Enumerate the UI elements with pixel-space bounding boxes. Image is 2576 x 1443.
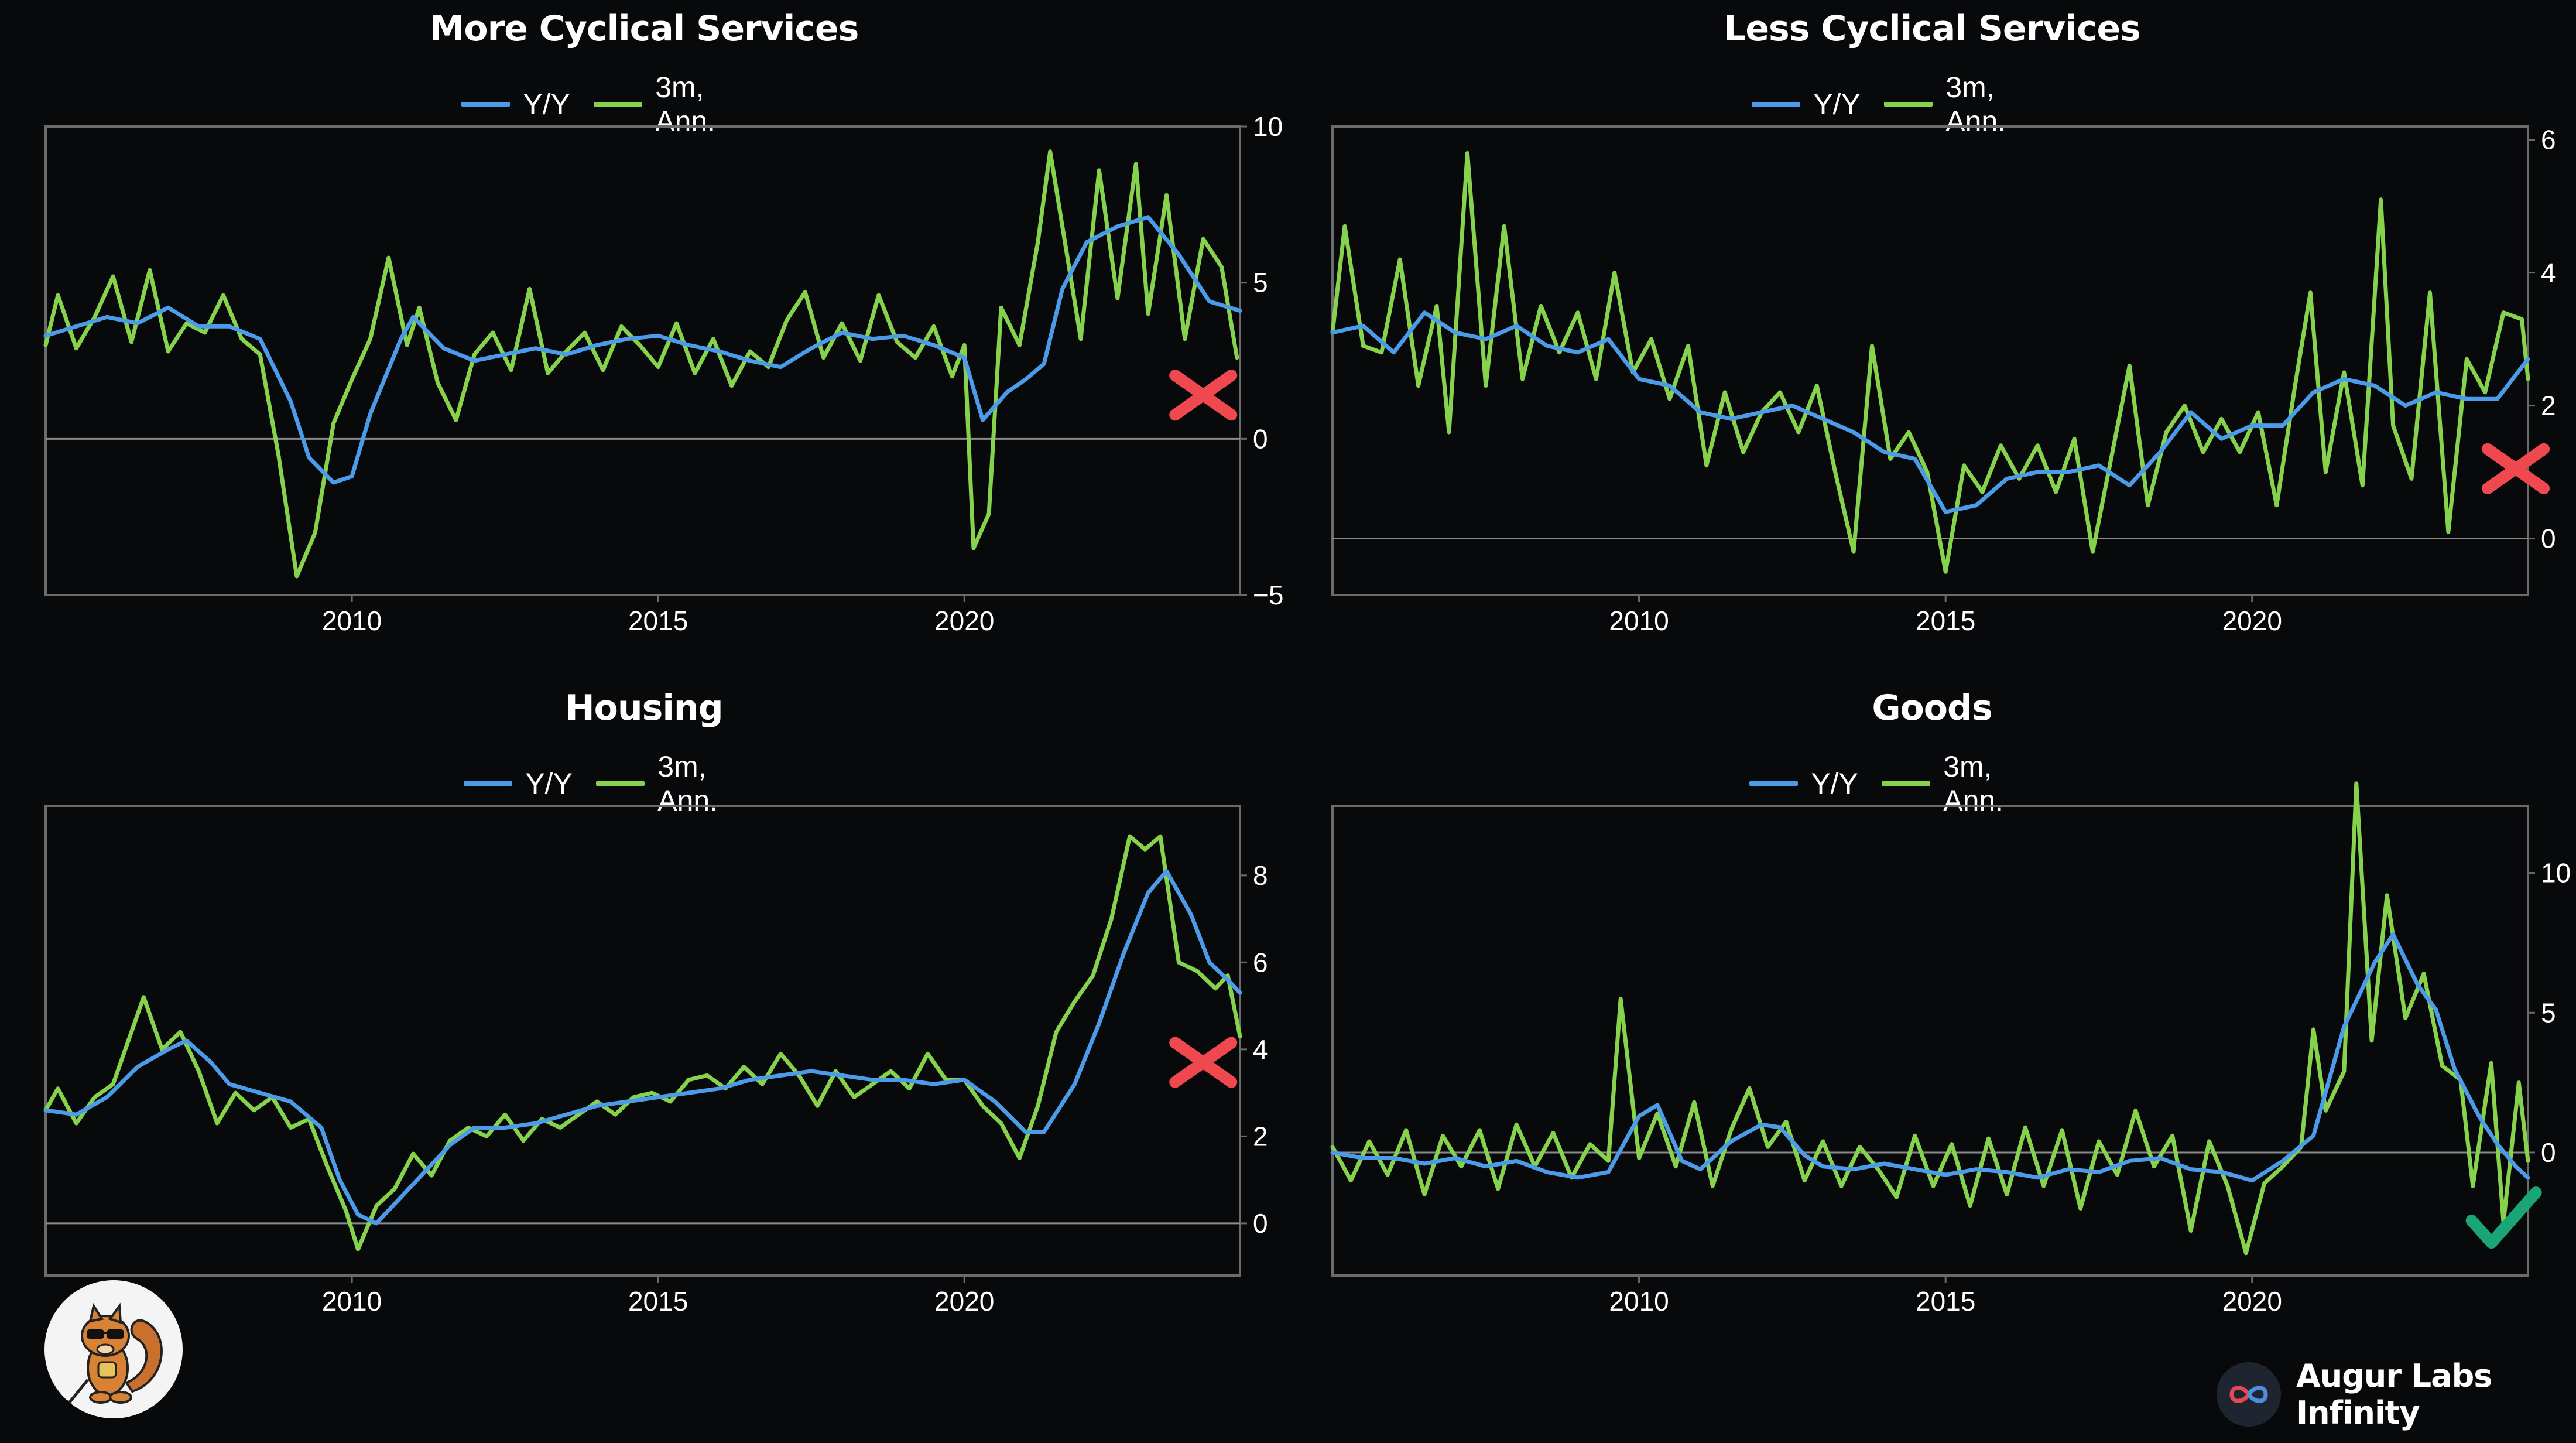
- x-tick-label: 2015: [1916, 1286, 1975, 1317]
- cross-mark-icon: [1169, 370, 1238, 421]
- chart-legend: Y/Y 3m, Ann.: [1752, 70, 2034, 138]
- y-tick-label: 0: [2541, 524, 2556, 554]
- legend-swatch-ann: [593, 102, 643, 107]
- y-tick-label: 8: [1253, 860, 1268, 891]
- y-tick-label: 0: [1253, 1208, 1268, 1239]
- series-line-yy: [1330, 932, 2530, 1183]
- plot-frame: [44, 125, 1241, 596]
- series-line-yy: [43, 868, 1242, 1226]
- plot-frame: [1331, 805, 2529, 1277]
- x-tick-label: 2015: [628, 606, 688, 636]
- y-tick-label: 5: [2541, 997, 2556, 1028]
- x-tick-label: 2020: [934, 606, 994, 636]
- chart-legend: Y/Y 3m, Ann.: [1749, 750, 2032, 818]
- legend-swatch-yy: [461, 102, 511, 107]
- chart-title: More Cyclical Services: [429, 8, 859, 49]
- y-tick-label: 2: [1253, 1121, 1268, 1151]
- legend-swatch-ann: [1883, 102, 1933, 107]
- chart-title: Less Cyclical Services: [1724, 8, 2141, 49]
- brand-footer: Augur Labs Infinity: [2217, 1357, 2576, 1431]
- series-line-3m-ann: [43, 149, 1239, 579]
- x-tick-label: 2020: [934, 1286, 994, 1317]
- chart-legend: Y/Y 3m, Ann.: [461, 70, 744, 138]
- legend-label-ann: 3m, Ann.: [1943, 750, 2004, 817]
- y-tick-label: 0: [1253, 423, 1268, 454]
- x-tick-label: 2010: [1609, 1286, 1669, 1317]
- chart-title: Housing: [565, 688, 723, 729]
- legend-label-yy: Y/Y: [525, 767, 573, 800]
- infinity-logo-icon: [2217, 1362, 2281, 1427]
- chart-title: Goods: [1872, 688, 1992, 729]
- brand-name: Augur Labs Infinity: [2296, 1357, 2492, 1431]
- y-tick-label: 0: [2541, 1137, 2556, 1168]
- cross-mark-icon: [1169, 1037, 1238, 1088]
- x-tick-label: 2015: [1916, 606, 1975, 636]
- legend-label-yy: Y/Y: [1811, 767, 1858, 800]
- squirrel-mascot-logo: [44, 1280, 183, 1418]
- x-tick-label: 2010: [322, 606, 382, 636]
- x-tick-label: 2010: [1609, 606, 1669, 636]
- y-tick-label: 6: [1253, 947, 1268, 977]
- series-line-3m-ann: [43, 834, 1242, 1251]
- x-tick-label: 2010: [322, 1286, 382, 1317]
- chart-legend: Y/Y 3m, Ann.: [464, 750, 746, 818]
- y-tick-label: 5: [1253, 268, 1268, 298]
- legend-swatch-yy: [1749, 781, 1799, 786]
- y-tick-label: 10: [2541, 858, 2571, 888]
- plot-frame: [1331, 125, 2529, 596]
- series-line-yy: [1330, 310, 2530, 514]
- y-tick-label: 4: [2541, 258, 2556, 288]
- plot-frame: [44, 805, 1241, 1277]
- x-tick-label: 2020: [2222, 606, 2282, 636]
- y-tick-label: 4: [1253, 1034, 1268, 1065]
- squirrel-icon: [61, 1302, 163, 1411]
- y-tick-label: 10: [1253, 111, 1283, 142]
- legend-swatch-yy: [1752, 102, 1801, 107]
- legend-label-ann: 3m, Ann.: [1945, 71, 2006, 138]
- legend-swatch-ann: [595, 781, 645, 786]
- cross-mark-icon: [2482, 443, 2550, 494]
- legend-label-yy: Y/Y: [523, 88, 570, 121]
- legend-label-ann: 3m, Ann.: [655, 71, 716, 138]
- x-tick-label: 2015: [628, 1286, 688, 1317]
- y-tick-label: 6: [2541, 125, 2556, 155]
- legend-label-ann: 3m, Ann.: [657, 750, 718, 817]
- check-mark-icon: [2465, 1186, 2542, 1249]
- series-line-3m-ann: [1330, 781, 2530, 1256]
- x-tick-label: 2020: [2222, 1286, 2282, 1317]
- legend-swatch-yy: [464, 781, 513, 786]
- series-line-yy: [43, 215, 1242, 485]
- y-tick-label: −5: [1253, 580, 1283, 610]
- series-line-3m-ann: [1330, 151, 2530, 574]
- y-tick-label: 2: [2541, 391, 2556, 421]
- legend-label-yy: Y/Y: [1813, 88, 1861, 121]
- legend-swatch-ann: [1881, 781, 1931, 786]
